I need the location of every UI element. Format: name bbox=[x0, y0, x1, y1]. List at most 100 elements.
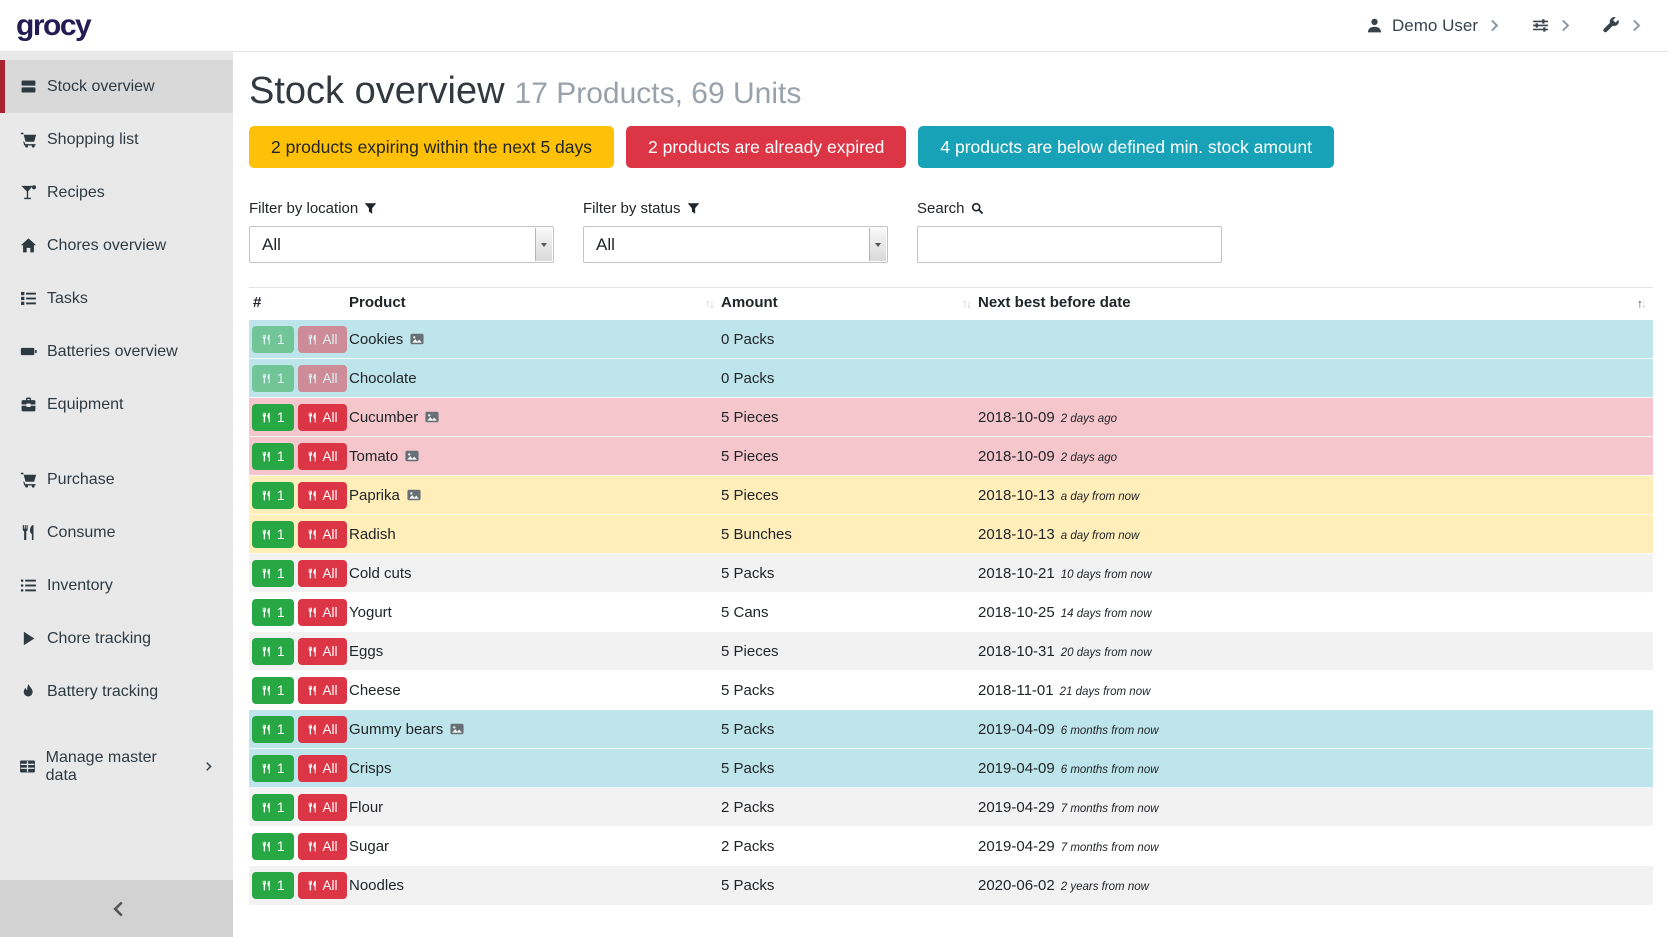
sidebar-collapse-toggle[interactable] bbox=[0, 880, 233, 937]
consume-one-button[interactable]: 1 bbox=[252, 715, 294, 743]
consume-one-button[interactable]: 1 bbox=[252, 481, 294, 509]
best-before-relative: 14 days from now bbox=[1060, 607, 1152, 620]
product-name: Chocolate bbox=[349, 369, 417, 387]
settings-menu[interactable] bbox=[1532, 17, 1575, 34]
utensils-icon bbox=[261, 607, 272, 618]
consume-one-button[interactable]: 1 bbox=[252, 754, 294, 782]
sidebar-item-battery-tracking[interactable]: Battery tracking bbox=[0, 665, 233, 718]
expired-alert[interactable]: 2 products are already expired bbox=[626, 126, 907, 168]
sort-icon: ↑↓ bbox=[962, 296, 972, 311]
consume-one-button[interactable]: 1 bbox=[252, 637, 294, 665]
consume-one-button[interactable]: 1 bbox=[252, 442, 294, 470]
consume-all-button[interactable]: All bbox=[297, 325, 347, 353]
utensils-icon bbox=[261, 880, 272, 891]
product-image-icon bbox=[410, 332, 424, 346]
sidebar-item-chores-overview[interactable]: Chores overview bbox=[0, 219, 233, 272]
product-name: Eggs bbox=[349, 642, 384, 660]
consume-all-button[interactable]: All bbox=[297, 832, 347, 860]
table-row-cookies: 1 All Cookies 0 Packs bbox=[249, 319, 1653, 359]
consume-one-button[interactable]: 1 bbox=[252, 676, 294, 704]
sliders-icon bbox=[1532, 17, 1549, 34]
consume-all-button[interactable]: All bbox=[297, 715, 347, 743]
consume-all-button[interactable]: All bbox=[297, 442, 347, 470]
consume-all-button[interactable]: All bbox=[297, 676, 347, 704]
min-stock-alert[interactable]: 4 products are below defined min. stock … bbox=[918, 126, 1334, 168]
product-image-icon bbox=[405, 449, 419, 463]
consume-all-button[interactable]: All bbox=[297, 637, 347, 665]
utensils-icon bbox=[261, 568, 272, 579]
consume-one-button[interactable]: 1 bbox=[252, 793, 294, 821]
product-amount: 5 Packs bbox=[721, 720, 775, 738]
fire-icon bbox=[18, 683, 38, 700]
utensils-icon bbox=[261, 802, 272, 813]
status-filter-select[interactable]: All bbox=[583, 226, 888, 263]
sidebar-item-batteries-overview[interactable]: Batteries overview bbox=[0, 325, 233, 378]
filters-row: Filter by location All Filter by status … bbox=[249, 200, 1653, 263]
consume-all-button[interactable]: All bbox=[297, 559, 347, 587]
sidebar-item-label: Battery tracking bbox=[47, 682, 159, 700]
sidebar-item-purchase[interactable]: Purchase bbox=[0, 453, 233, 506]
consume-one-button[interactable]: 1 bbox=[252, 325, 294, 353]
product-amount: 2 Packs bbox=[721, 837, 775, 855]
sidebar-item-chore-tracking[interactable]: Chore tracking bbox=[0, 612, 233, 665]
best-before-date: 2018-10-13 bbox=[978, 486, 1055, 504]
table-row-gummy-bears: 1 All Gummy bears 5 Packs 2019-04-09 6 months… bbox=[249, 709, 1653, 749]
consume-one-button[interactable]: 1 bbox=[252, 364, 294, 392]
best-before-relative: a day from now bbox=[1060, 490, 1140, 503]
cart-icon bbox=[18, 131, 38, 148]
search-input[interactable] bbox=[917, 226, 1222, 263]
sidebar-item-manage-master-data[interactable]: Manage master data bbox=[0, 740, 233, 793]
column-header-next-best-before-date[interactable]: Next best before date ↑↓ bbox=[978, 287, 1653, 320]
table-row-noodles: 1 All Noodles 5 Packs 2020-06-02 2 years from… bbox=[249, 865, 1653, 905]
consume-all-button[interactable]: All bbox=[297, 520, 347, 548]
sidebar-item-label: Tasks bbox=[47, 289, 88, 307]
consume-one-button[interactable]: 1 bbox=[252, 520, 294, 548]
consume-all-button[interactable]: All bbox=[297, 754, 347, 782]
table-row-cucumber: 1 All Cucumber 5 Pieces 2018-10-09 2 days ago bbox=[249, 397, 1653, 437]
best-before-relative: 20 days from now bbox=[1060, 646, 1152, 659]
product-name: Cucumber bbox=[349, 408, 419, 426]
best-before-relative: 2 days ago bbox=[1060, 451, 1117, 464]
utensils-icon bbox=[307, 607, 318, 618]
wrench-icon bbox=[1603, 17, 1620, 34]
table-row-flour: 1 All Flour 2 Packs 2019-04-29 7 months from … bbox=[249, 787, 1653, 827]
sidebar-item-recipes[interactable]: Recipes bbox=[0, 166, 233, 219]
utensils-icon bbox=[261, 334, 272, 345]
column-header-product[interactable]: Product ↑↓ bbox=[349, 287, 721, 320]
product-name: Noodles bbox=[349, 876, 405, 894]
utensils-icon bbox=[261, 685, 272, 696]
consume-one-button[interactable]: 1 bbox=[252, 871, 294, 899]
table-row-eggs: 1 All Eggs 5 Pieces 2018-10-31 20 days from n… bbox=[249, 631, 1653, 671]
sidebar-item-label: Equipment bbox=[47, 395, 124, 413]
consume-all-button[interactable]: All bbox=[297, 403, 347, 431]
consume-one-button[interactable]: 1 bbox=[252, 403, 294, 431]
sidebar-item-inventory[interactable]: Inventory bbox=[0, 559, 233, 612]
sidebar-item-shopping-list[interactable]: Shopping list bbox=[0, 113, 233, 166]
consume-one-button[interactable]: 1 bbox=[252, 559, 294, 587]
sidebar-item-stock-overview[interactable]: Stock overview bbox=[0, 60, 233, 113]
column-header-amount[interactable]: Amount ↑↓ bbox=[721, 287, 978, 320]
user-menu[interactable]: Demo User bbox=[1366, 16, 1504, 36]
sidebar-item-equipment[interactable]: Equipment bbox=[0, 378, 233, 431]
consume-all-button[interactable]: All bbox=[297, 481, 347, 509]
consume-one-button[interactable]: 1 bbox=[252, 832, 294, 860]
product-name: Flour bbox=[349, 798, 384, 816]
consume-all-button[interactable]: All bbox=[297, 793, 347, 821]
grocy-logo[interactable]: grocy bbox=[16, 8, 92, 42]
sidebar-item-tasks[interactable]: Tasks bbox=[0, 272, 233, 325]
chevron-right-icon bbox=[200, 760, 219, 773]
sidebar-item-consume[interactable]: Consume bbox=[0, 506, 233, 559]
best-before-date: 2019-04-29 bbox=[978, 837, 1055, 855]
sidebar-item-label: Recipes bbox=[47, 183, 105, 201]
column-header-label: Amount bbox=[721, 294, 778, 311]
best-before-date: 2018-10-31 bbox=[978, 642, 1055, 660]
consume-all-button[interactable]: All bbox=[297, 871, 347, 899]
consume-all-button[interactable]: All bbox=[297, 598, 347, 626]
sidebar-item-label: Inventory bbox=[47, 576, 113, 594]
admin-menu[interactable] bbox=[1603, 17, 1646, 34]
boxes-icon bbox=[18, 78, 38, 95]
location-filter-select[interactable]: All bbox=[249, 226, 554, 263]
expiring-alert[interactable]: 2 products expiring within the next 5 da… bbox=[249, 126, 615, 168]
consume-one-button[interactable]: 1 bbox=[252, 598, 294, 626]
consume-all-button[interactable]: All bbox=[297, 364, 347, 392]
